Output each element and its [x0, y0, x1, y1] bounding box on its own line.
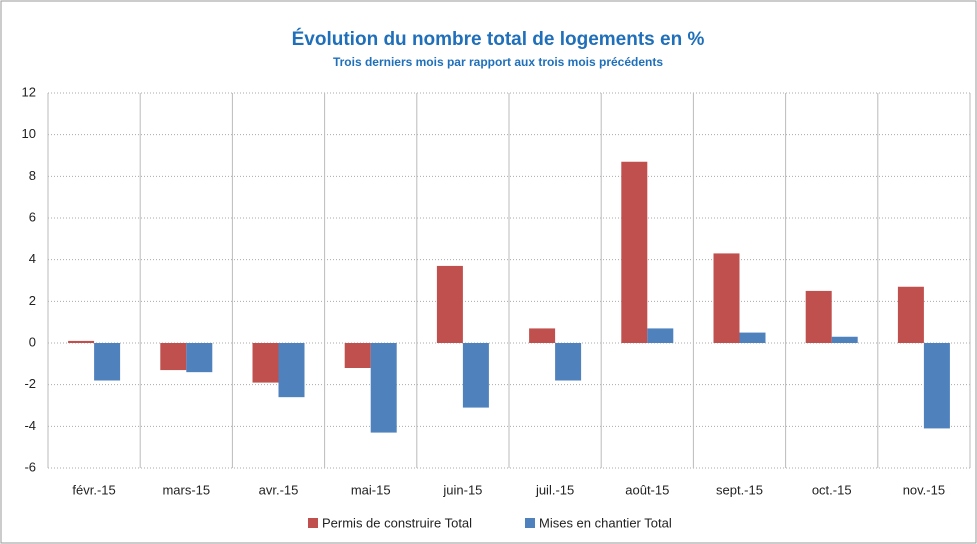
legend-label: Mises en chantier Total — [539, 515, 672, 530]
bar — [713, 253, 740, 343]
x-tick-label: avr.-15 — [259, 482, 299, 497]
bar — [647, 328, 674, 343]
y-tick-label: -2 — [24, 376, 36, 391]
legend-label: Permis de construire Total — [322, 515, 472, 530]
bar — [621, 161, 648, 343]
x-tick-label: févr.-15 — [72, 482, 115, 497]
bar — [252, 343, 279, 383]
y-tick-label: 2 — [29, 293, 36, 308]
bar — [370, 343, 397, 433]
bar — [923, 343, 950, 429]
bar — [555, 343, 582, 381]
x-tick-label: mars-15 — [162, 482, 210, 497]
bar — [160, 343, 187, 371]
y-tick-label: 8 — [29, 168, 36, 183]
x-tick-label: sept.-15 — [716, 482, 763, 497]
legend-swatch — [525, 518, 535, 528]
bar — [436, 265, 463, 343]
y-tick-label: 4 — [29, 251, 36, 266]
bar — [68, 340, 95, 343]
x-tick-label: nov.-15 — [903, 482, 945, 497]
y-tick-label: -4 — [24, 418, 36, 433]
chart-title: Évolution du nombre total de logements e… — [292, 28, 705, 50]
legend-swatch — [308, 518, 318, 528]
bar — [897, 286, 924, 343]
y-tick-label: 6 — [29, 209, 36, 224]
y-tick-label: 10 — [22, 126, 36, 141]
x-tick-label: juin-15 — [442, 482, 482, 497]
bar — [739, 332, 766, 343]
x-tick-label: mai-15 — [351, 482, 391, 497]
chart-subtitle: Trois derniers mois par rapport aux troi… — [333, 55, 663, 69]
bar — [462, 343, 489, 408]
y-tick-label: 0 — [29, 334, 36, 349]
bar — [831, 336, 858, 343]
y-tick-label: 12 — [22, 84, 36, 99]
bar — [278, 343, 305, 398]
x-tick-label: août-15 — [625, 482, 669, 497]
bar — [344, 343, 371, 368]
x-tick-label: juil.-15 — [535, 482, 574, 497]
bar — [94, 343, 121, 381]
bar — [805, 290, 832, 343]
bar — [186, 343, 213, 373]
bar — [529, 328, 556, 343]
x-tick-label: oct.-15 — [812, 482, 852, 497]
y-tick-label: -6 — [24, 459, 36, 474]
